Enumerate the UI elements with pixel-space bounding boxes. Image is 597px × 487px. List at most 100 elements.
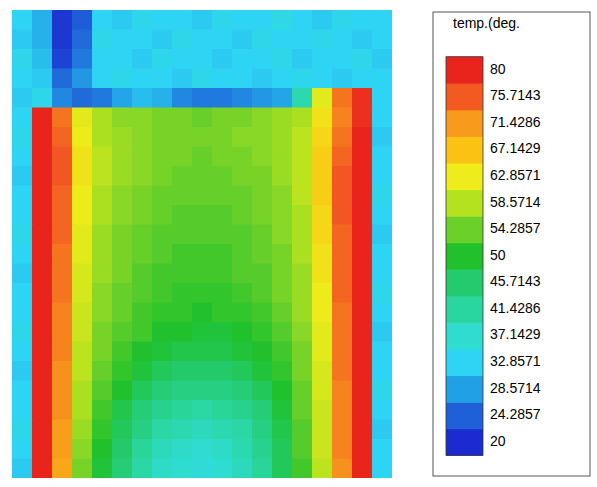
- heat-cell: [52, 264, 73, 284]
- heat-cell: [152, 322, 173, 342]
- heat-cell: [92, 264, 113, 284]
- heat-cell: [12, 361, 33, 381]
- heat-cell: [372, 361, 392, 381]
- heat-cell: [112, 147, 133, 167]
- heat-cell: [312, 264, 333, 284]
- heat-cell: [212, 420, 233, 440]
- colorbar-tick-label: 24.2857: [490, 406, 541, 422]
- colorbar-swatch: [446, 429, 483, 456]
- heat-cell: [272, 225, 293, 245]
- heat-cell: [112, 303, 133, 323]
- heat-cell: [132, 69, 153, 89]
- heat-cell: [52, 381, 73, 401]
- heat-cell: [372, 108, 392, 128]
- heat-cell: [132, 322, 153, 342]
- heat-cell: [312, 342, 333, 362]
- heat-cell: [132, 186, 153, 206]
- heat-cell: [212, 49, 233, 69]
- heat-cell: [292, 147, 313, 167]
- heat-cell: [52, 283, 73, 303]
- heat-cell: [252, 342, 273, 362]
- heat-cell: [212, 186, 233, 206]
- heat-cell: [32, 88, 53, 108]
- heat-cell: [352, 361, 373, 381]
- heat-cell: [272, 147, 293, 167]
- heat-cell: [52, 88, 73, 108]
- heat-cell: [372, 459, 392, 479]
- heat-cell: [252, 303, 273, 323]
- heat-cell: [32, 205, 53, 225]
- heat-cell: [372, 400, 392, 420]
- heat-cell: [232, 381, 253, 401]
- heat-cell: [352, 400, 373, 420]
- heat-cell: [252, 264, 273, 284]
- heat-cell: [12, 439, 33, 459]
- heat-cell: [172, 69, 193, 89]
- colorbar-outline: [446, 57, 483, 456]
- heat-cell: [352, 381, 373, 401]
- heat-cell: [232, 205, 253, 225]
- heat-cell: [272, 10, 293, 30]
- heat-cell: [192, 205, 213, 225]
- heat-cell: [312, 361, 333, 381]
- heat-cell: [132, 166, 153, 186]
- heat-cell: [292, 381, 313, 401]
- heat-cell: [132, 205, 153, 225]
- heat-cell: [132, 420, 153, 440]
- heat-cell: [312, 420, 333, 440]
- heat-cell: [52, 322, 73, 342]
- heat-cell: [192, 342, 213, 362]
- heat-cell: [372, 244, 392, 264]
- heat-cell: [132, 439, 153, 459]
- heat-cell: [252, 459, 273, 479]
- heat-cell: [112, 49, 133, 69]
- heat-cell: [192, 400, 213, 420]
- heat-cell: [72, 381, 93, 401]
- heat-cell: [172, 186, 193, 206]
- heat-cell: [332, 108, 353, 128]
- heat-cell: [232, 342, 253, 362]
- heat-cell: [132, 381, 153, 401]
- heat-cell: [232, 69, 253, 89]
- heat-cell: [152, 69, 173, 89]
- heat-cell: [192, 127, 213, 147]
- heat-cell: [32, 283, 53, 303]
- colorbar-swatch: [446, 349, 483, 376]
- heat-cell: [32, 186, 53, 206]
- colorbar-swatch: [446, 190, 483, 217]
- heat-cell: [372, 420, 392, 440]
- heat-cell: [172, 88, 193, 108]
- heat-cell: [192, 30, 213, 50]
- heat-cell: [352, 205, 373, 225]
- heat-cell: [12, 225, 33, 245]
- heat-cell: [232, 303, 253, 323]
- heat-cell: [172, 322, 193, 342]
- heat-cell: [212, 147, 233, 167]
- heat-cell: [352, 88, 373, 108]
- heat-cell: [232, 420, 253, 440]
- heat-cell: [312, 381, 333, 401]
- heat-cell: [72, 225, 93, 245]
- heat-cell: [72, 244, 93, 264]
- heat-cell: [312, 225, 333, 245]
- heat-cell: [372, 186, 392, 206]
- heat-cell: [112, 10, 133, 30]
- heat-cell: [132, 459, 153, 479]
- heat-cell: [172, 264, 193, 284]
- heat-cell: [252, 166, 273, 186]
- colorbar-tick-label: 75.7143: [490, 87, 541, 103]
- heat-cell: [52, 303, 73, 323]
- heat-cell: [192, 264, 213, 284]
- heat-cell: [332, 400, 353, 420]
- heat-cell: [112, 322, 133, 342]
- heat-cell: [152, 400, 173, 420]
- heat-cell: [112, 244, 133, 264]
- heat-cell: [352, 439, 373, 459]
- heat-cell: [132, 10, 153, 30]
- heat-cell: [152, 49, 173, 69]
- heat-cell: [32, 361, 53, 381]
- heat-cell: [332, 459, 353, 479]
- heat-cell: [272, 166, 293, 186]
- heat-cell: [92, 303, 113, 323]
- heat-cell: [92, 322, 113, 342]
